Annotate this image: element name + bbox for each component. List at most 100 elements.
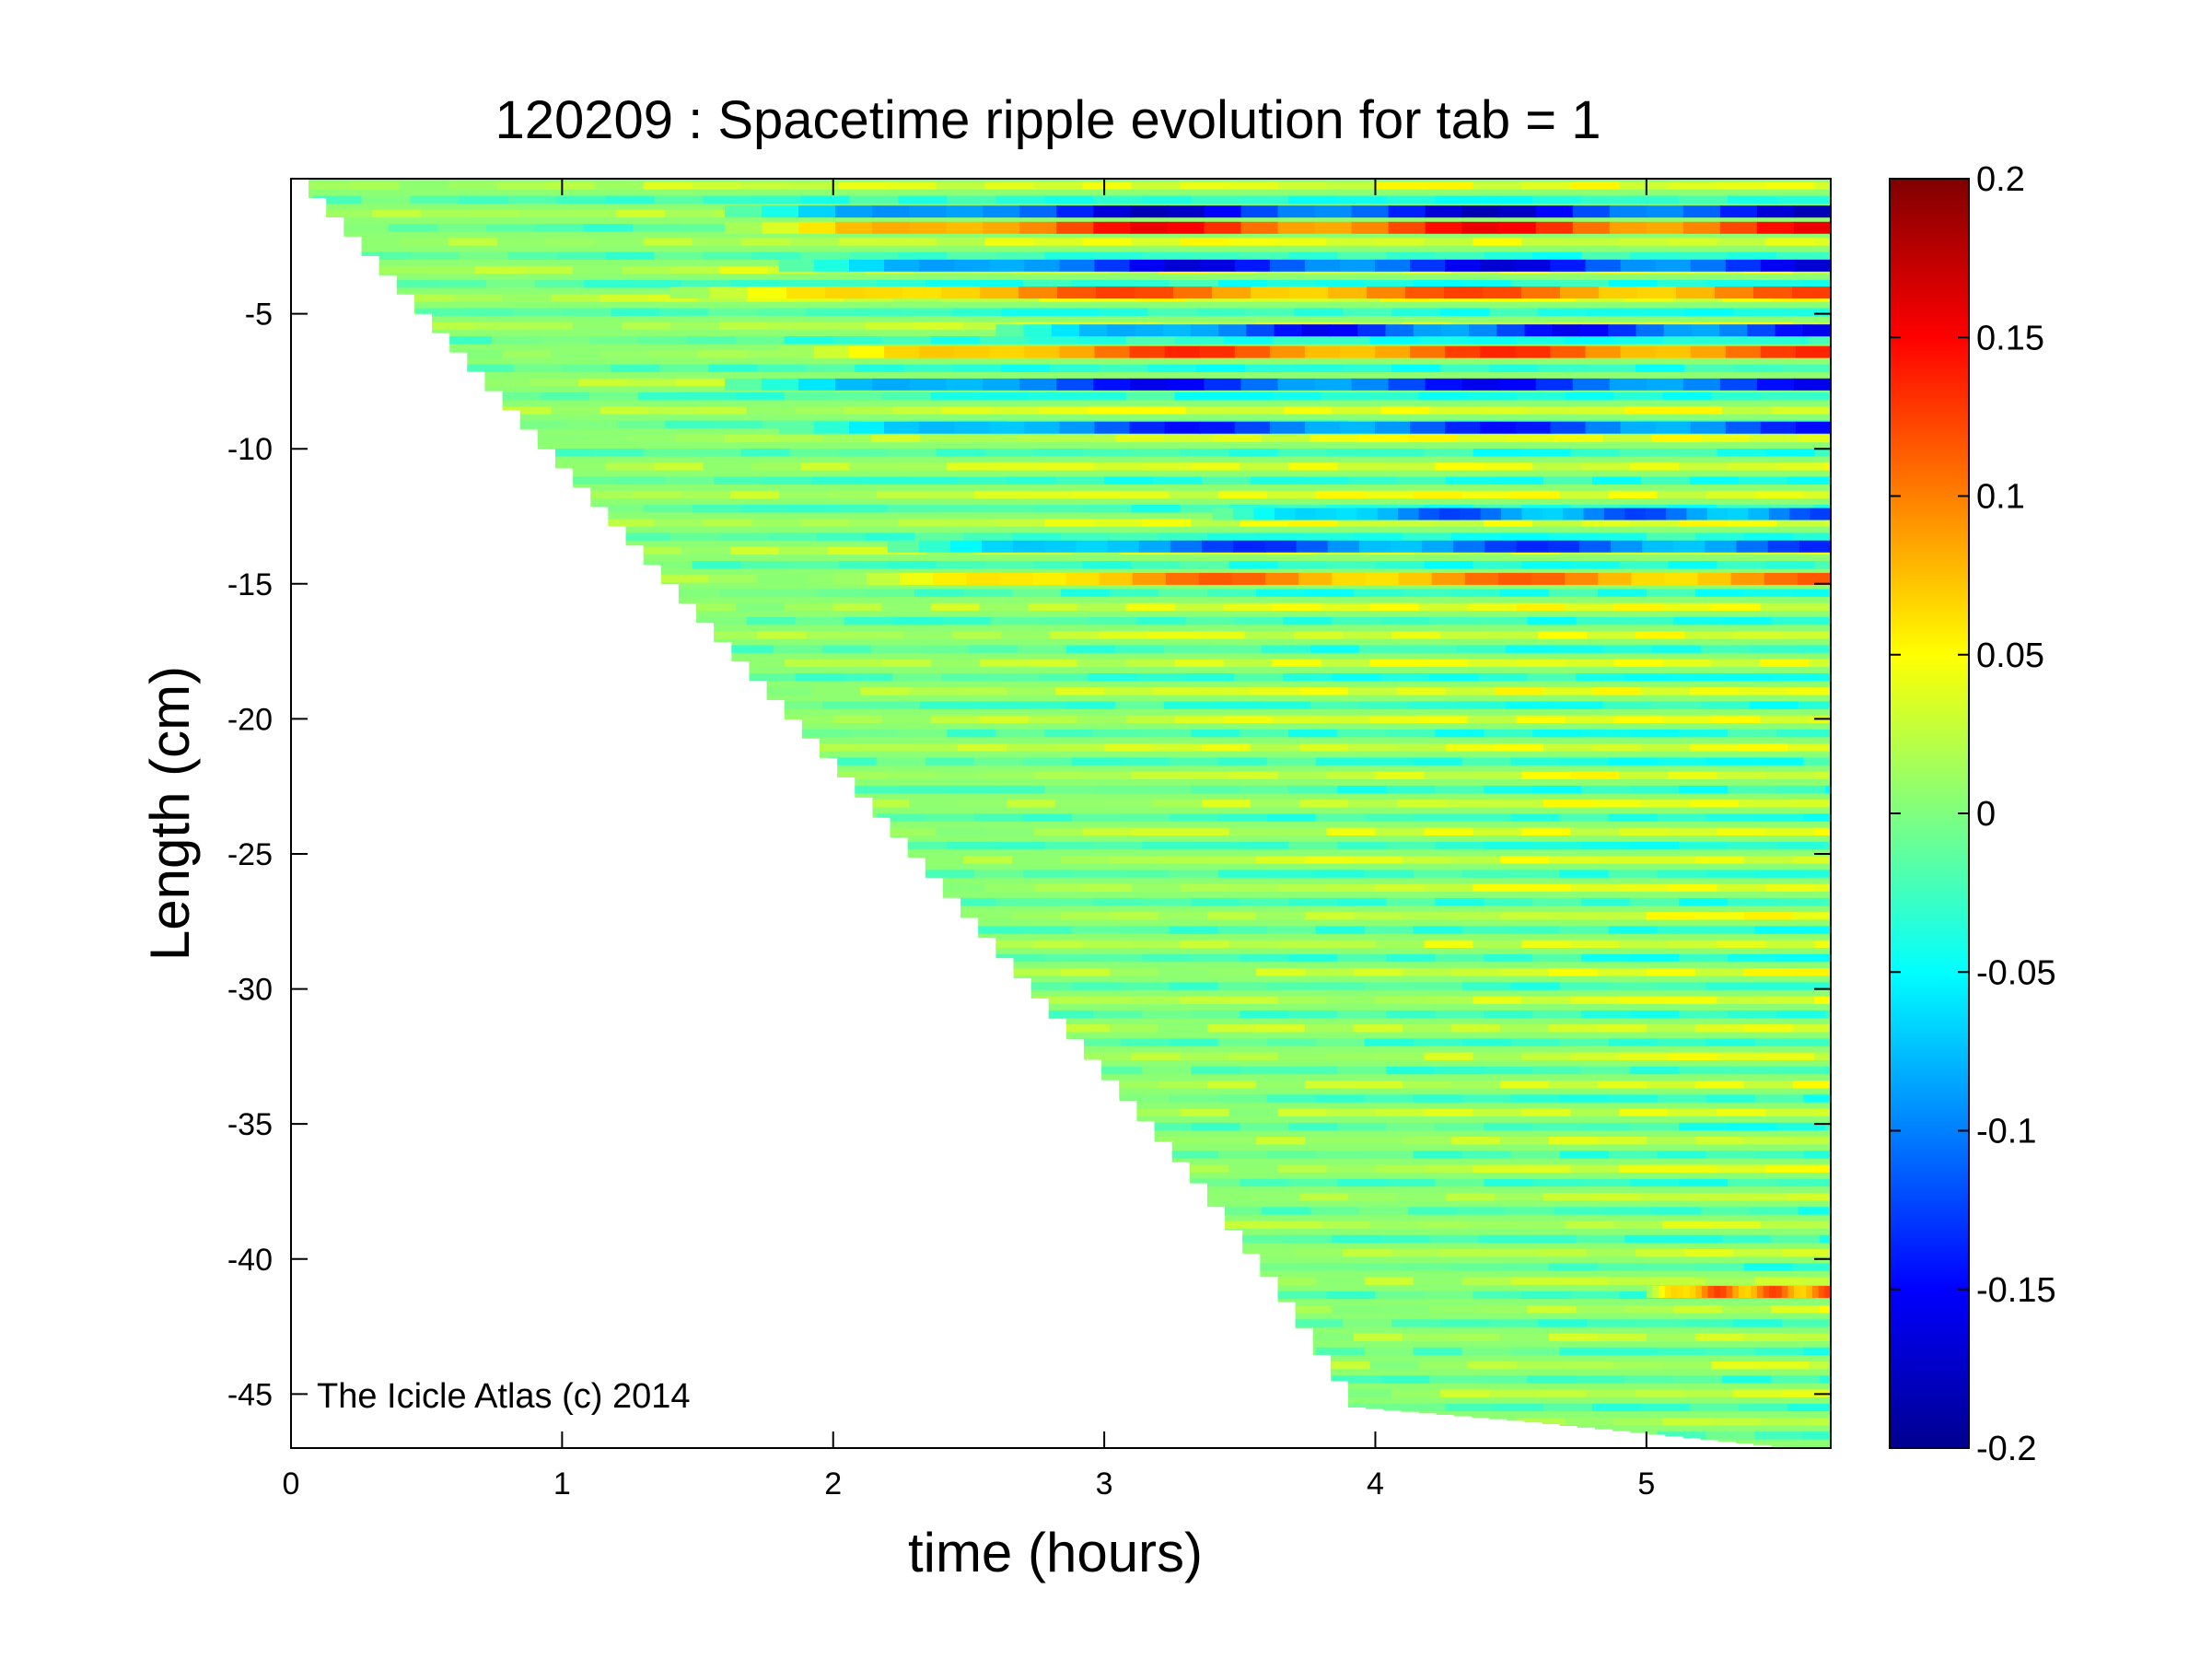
heatmap-cell xyxy=(485,224,536,232)
heatmap-cell xyxy=(1597,1024,1647,1033)
heatmap-cell xyxy=(1337,1178,1388,1187)
heatmap-band-cell xyxy=(1498,378,1537,391)
heatmap-cell xyxy=(1326,940,1377,948)
heatmap-cell xyxy=(1380,406,1431,415)
heatmap-cell xyxy=(502,294,553,302)
heatmap-cell xyxy=(1120,280,1170,288)
heatmap-cell xyxy=(990,616,1041,625)
heatmap-cell xyxy=(1315,813,1366,822)
heatmap-band-cell xyxy=(835,221,874,234)
heatmap-cell xyxy=(1353,968,1403,976)
heatmap-cell xyxy=(1473,771,1523,780)
heatmap-cell xyxy=(491,392,541,401)
heatmap-cell xyxy=(1624,1234,1675,1244)
heatmap-band-cell xyxy=(1164,259,1201,272)
heatmap-cell xyxy=(1435,1178,1485,1187)
heatmap-cell xyxy=(1694,1333,1745,1341)
heatmap-band-cell xyxy=(1129,345,1166,358)
heatmap-cell xyxy=(1771,1375,1822,1384)
heatmap-cell xyxy=(1706,870,1756,878)
heatmap-cell xyxy=(1217,926,1268,934)
heatmap-cell xyxy=(832,392,883,401)
heatmap-band-cell xyxy=(1375,259,1412,272)
heatmap-cell xyxy=(1386,1010,1437,1019)
heatmap-cell xyxy=(1717,1108,1767,1116)
heatmap-cell xyxy=(827,490,878,499)
heatmap-cell xyxy=(1548,532,1599,541)
heatmap-cell xyxy=(1255,1137,1306,1145)
heatmap-band-cell xyxy=(1764,572,1799,585)
heatmap-cell xyxy=(708,364,759,372)
heatmap-cell xyxy=(1559,1347,1610,1356)
heatmap-cell xyxy=(1109,856,1159,864)
heatmap-cell xyxy=(426,321,477,331)
heatmap-band-cell xyxy=(1445,259,1482,272)
colorbar-tick-label: -0.2 xyxy=(1976,1430,2036,1468)
heatmap-cell xyxy=(1147,631,1198,639)
heatmap-cell xyxy=(1478,616,1529,625)
heatmap-cell xyxy=(1223,1221,1274,1229)
heatmap-band-cell xyxy=(1730,572,1765,585)
heatmap-band-cell xyxy=(670,286,711,299)
heatmap-cell xyxy=(963,589,1014,597)
heatmap-cell xyxy=(1337,1122,1388,1131)
heatmap-cell xyxy=(914,532,965,541)
heatmap-cell xyxy=(1597,1081,1647,1089)
heatmap-cell xyxy=(1473,1052,1523,1060)
heatmap-cell xyxy=(1315,490,1366,499)
heatmap-cell xyxy=(1088,616,1138,625)
heatmap-cell xyxy=(1581,462,1632,471)
heatmap-cell xyxy=(870,434,921,443)
heatmap-cell xyxy=(665,209,716,218)
y-axis-label: Length (cm) xyxy=(139,666,201,961)
heatmap-band-cell xyxy=(1469,324,1498,337)
heatmap-cell xyxy=(643,449,693,457)
heatmap-cell xyxy=(1386,1122,1437,1131)
heatmap-cell xyxy=(1461,1277,1512,1285)
heatmap-cell xyxy=(1646,1081,1696,1089)
heatmap-cell xyxy=(1255,1263,1306,1271)
heatmap-cell xyxy=(1266,982,1317,990)
heatmap-cell xyxy=(426,265,477,275)
heatmap-cell xyxy=(1109,912,1159,920)
heatmap-cell xyxy=(616,209,667,218)
heatmap-cell xyxy=(1277,1164,1328,1173)
heatmap-cell xyxy=(1776,1178,1827,1187)
heatmap-cell xyxy=(1071,1038,1122,1046)
heatmap-band-cell xyxy=(1515,421,1552,434)
heatmap-cell xyxy=(892,672,943,682)
heatmap-cell xyxy=(1217,1094,1268,1103)
heatmap-cell xyxy=(1728,785,1778,794)
heatmap-cell xyxy=(1326,560,1377,569)
heatmap-cell xyxy=(1332,616,1382,625)
heatmap-band-cell xyxy=(1690,345,1727,358)
heatmap-cell xyxy=(1733,364,1784,372)
heatmap-cell xyxy=(1277,238,1328,246)
heatmap-cell xyxy=(1771,616,1822,625)
heatmap-band-cell xyxy=(1019,378,1058,391)
heatmap-cell xyxy=(1489,1249,1540,1257)
heatmap-cell xyxy=(1776,729,1827,738)
heatmap-cell xyxy=(763,476,813,485)
heatmap-cell xyxy=(697,350,748,358)
heatmap-cell xyxy=(1776,1010,1827,1019)
heatmap-band-cell xyxy=(1032,572,1067,585)
heatmap-band-cell xyxy=(1793,378,1831,391)
heatmap-band-cell xyxy=(825,286,866,299)
heatmap-band-cell xyxy=(946,205,984,218)
heatmap-cell xyxy=(1185,672,1236,682)
heatmap-cell xyxy=(1223,659,1274,668)
heatmap-cell xyxy=(1321,715,1371,724)
heatmap-cell xyxy=(1380,1305,1431,1314)
heatmap-cell xyxy=(849,195,900,204)
heatmap-cell xyxy=(1337,729,1388,738)
heatmap-cell xyxy=(1608,1094,1659,1103)
heatmap-cell xyxy=(984,827,1035,836)
heatmap-cell xyxy=(1163,701,1214,709)
heatmap-band-cell xyxy=(1624,508,1647,520)
heatmap-cell xyxy=(588,336,639,345)
heatmap-cell xyxy=(1174,602,1225,612)
heatmap-cell xyxy=(1402,1137,1452,1145)
heatmap-cell xyxy=(1608,1151,1659,1159)
heatmap-cell xyxy=(1277,1291,1328,1300)
